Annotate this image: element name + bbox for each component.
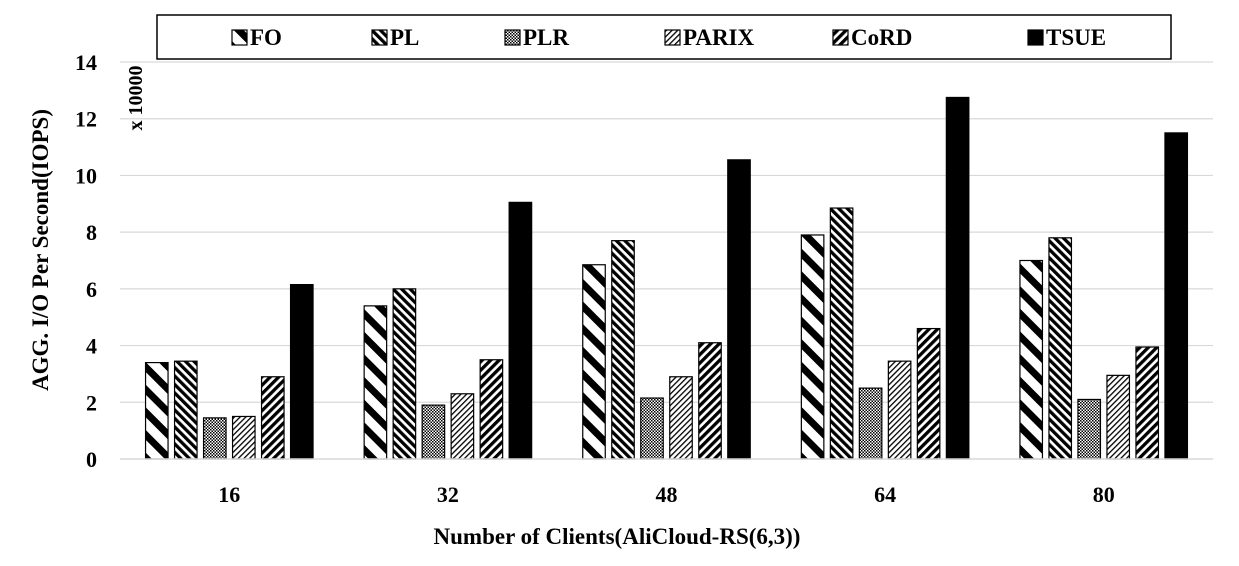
x-axis-title: Number of Clients(AliCloud-RS(6,3)) (434, 524, 801, 549)
bar-plr-64 (858, 387, 883, 460)
bar-plr-48 (640, 397, 664, 460)
x-tick-label: 16 (218, 482, 240, 507)
bars (144, 96, 1189, 460)
legend: FO PL PLR PARIX CoRD TSUE (156, 14, 1172, 60)
legend-label-fo: FO (250, 25, 282, 50)
y-axis-multiplier: x 10000 (125, 66, 147, 131)
y-axis-title: AGG. I/O Per Second(IOPS) (28, 109, 53, 391)
y-tick-label: 8 (86, 220, 97, 245)
y-tick-label: 0 (86, 447, 97, 472)
axes: 0 2 4 6 8 10 12 14 16 32 48 64 80 (75, 50, 1213, 507)
bar-parix-64 (887, 360, 912, 460)
legend-swatch-plr (504, 29, 521, 46)
x-tick-label: 32 (437, 482, 459, 507)
bar-tsue-80 (1164, 132, 1189, 460)
x-tick-label: 80 (1093, 482, 1115, 507)
bar-fo-16 (144, 361, 169, 460)
bar-pl-48 (611, 240, 635, 460)
bar-parix-32 (450, 393, 475, 460)
legend-swatch-parix (664, 29, 681, 46)
bar-fo-80 (1019, 259, 1044, 460)
bar-pl-16 (173, 360, 198, 460)
legend-box (156, 14, 1172, 60)
bar-tsue-64 (945, 96, 970, 460)
legend-label-parix: PARIX (683, 25, 755, 50)
bar-parix-16 (231, 415, 256, 460)
legend-swatch-cord (832, 29, 849, 46)
bar-plr-32 (421, 404, 446, 460)
bar-pl-64 (829, 207, 854, 460)
bar-plr-16 (202, 417, 227, 460)
y-tick-label: 12 (75, 107, 97, 132)
bar-plr-80 (1077, 398, 1102, 460)
bar-fo-64 (800, 234, 825, 460)
bar-cord-32 (479, 359, 504, 460)
bar-parix-48 (669, 376, 693, 460)
legend-label-tsue: TSUE (1046, 25, 1106, 50)
bar-tsue-48 (727, 159, 751, 460)
legend-label-cord: CoRD (851, 25, 912, 50)
bar-pl-32 (392, 288, 417, 460)
bar-parix-80 (1106, 374, 1131, 460)
bar-tsue-16 (289, 284, 314, 460)
legend-swatch-tsue (1027, 29, 1044, 46)
y-tick-label: 4 (86, 334, 97, 359)
legend-swatch-pl (371, 29, 388, 46)
y-tick-label: 2 (86, 390, 97, 415)
bar-cord-64 (916, 327, 941, 460)
bar-cord-48 (698, 342, 722, 460)
bar-pl-80 (1048, 237, 1073, 460)
x-tick-label: 64 (874, 482, 896, 507)
legend-label-plr: PLR (523, 25, 569, 50)
bar-fo-48 (582, 264, 606, 460)
legend-label-pl: PL (390, 25, 419, 50)
x-tick-label: 48 (656, 482, 678, 507)
y-tick-label: 10 (75, 163, 97, 188)
y-tick-label: 14 (75, 50, 97, 75)
bar-cord-80 (1135, 346, 1160, 460)
bar-cord-16 (260, 376, 285, 460)
bar-fo-32 (363, 305, 388, 460)
legend-swatch-fo (231, 29, 248, 46)
y-tick-label: 6 (86, 277, 97, 302)
bar-tsue-32 (508, 201, 533, 460)
